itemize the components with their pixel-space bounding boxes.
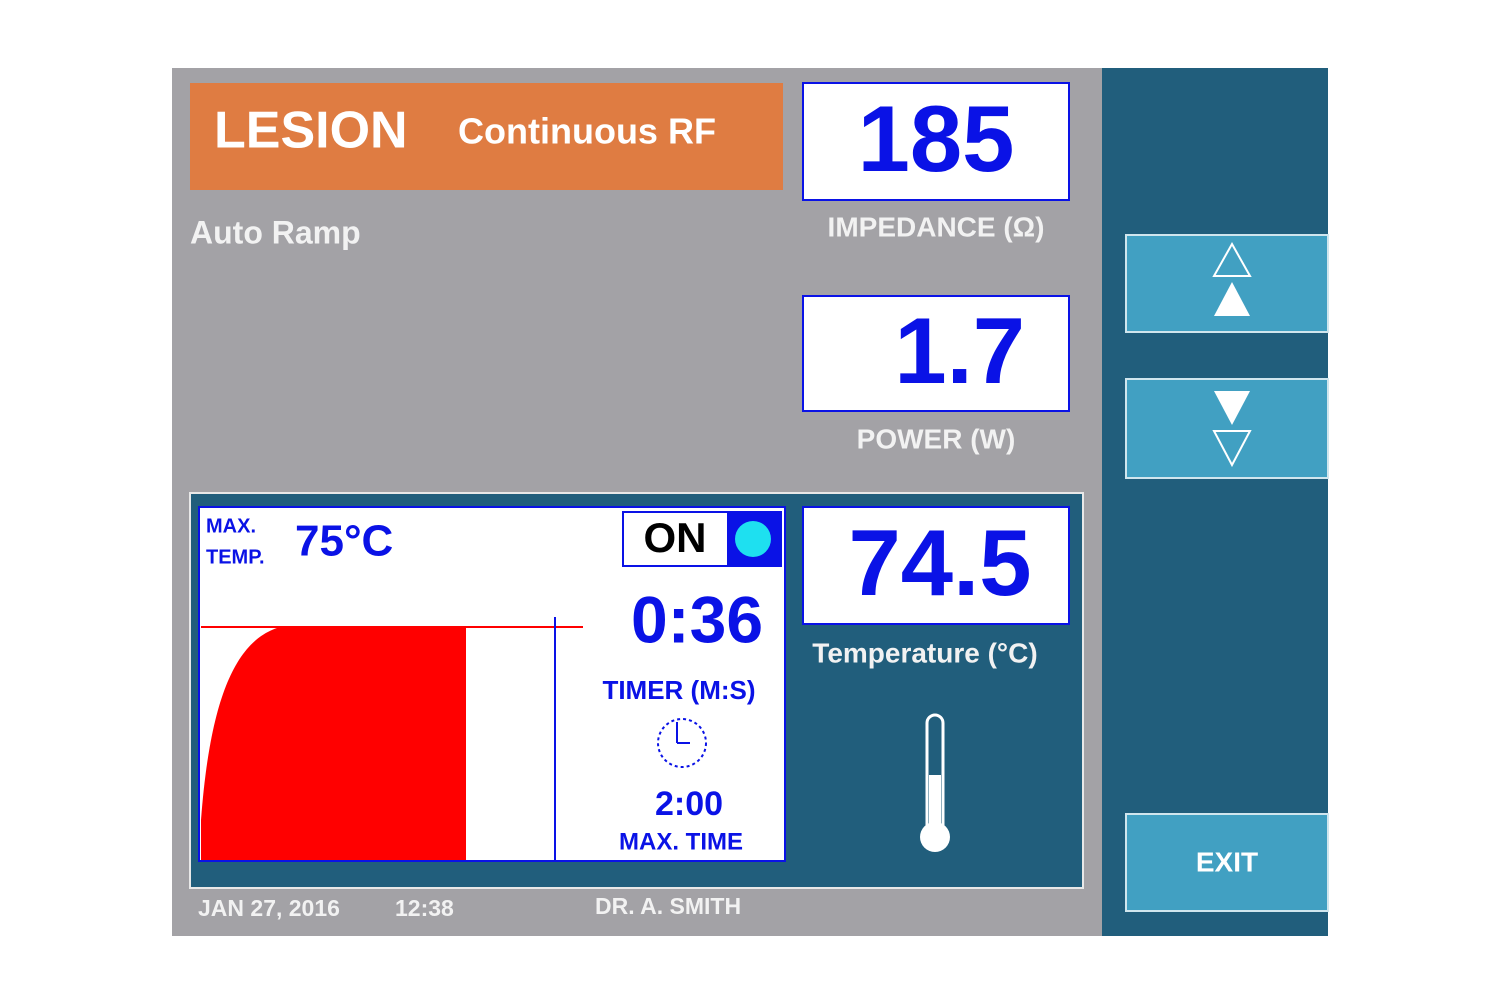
max-temp: 75°C	[295, 517, 393, 566]
impedance-box	[802, 82, 1070, 201]
mode: LESION	[214, 102, 408, 160]
temperature-label: Temperature (°C)	[812, 637, 1037, 668]
max-time-label: MAX. TIME	[619, 828, 743, 855]
temperature-box	[802, 506, 1070, 625]
down-button[interactable]	[1125, 378, 1329, 479]
max-temp-label: TEMP.	[206, 546, 265, 568]
power-label: POWER (W)	[857, 423, 1016, 454]
temperature-value: 74.5	[849, 510, 1032, 615]
side-panel	[1102, 68, 1328, 936]
time: 12:38	[395, 895, 454, 921]
exit-label[interactable]: EXIT	[1196, 846, 1258, 877]
user: DR. A. SMITH	[595, 893, 741, 919]
timer: 0:36	[631, 582, 763, 656]
max-temp-label: MAX.	[206, 515, 256, 537]
exit-button[interactable]: EXIT	[1125, 813, 1329, 912]
status-indicator	[735, 521, 771, 557]
power-value: 1.7	[894, 298, 1025, 403]
mode-banner	[190, 83, 783, 190]
date: JAN 27, 2016	[198, 895, 340, 921]
ramp: Auto Ramp	[190, 214, 361, 250]
clock-icon	[657, 718, 707, 768]
timer-label: TIMER (M:S)	[602, 675, 755, 705]
submode: Continuous RF	[458, 111, 716, 152]
up-button[interactable]	[1125, 234, 1329, 333]
thermometer-icon	[920, 713, 950, 852]
impedance-label: IMPEDANCE (Ω)	[828, 211, 1045, 242]
max-time: 2:00	[655, 785, 723, 823]
impedance-value: 185	[858, 86, 1015, 191]
status: ON	[644, 514, 707, 561]
power-box	[802, 295, 1070, 412]
temperature-curve	[201, 627, 466, 860]
